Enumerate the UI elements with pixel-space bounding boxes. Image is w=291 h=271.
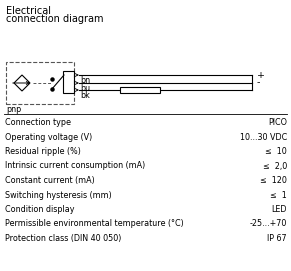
- Bar: [6, 62, 74, 104]
- Text: Operating voltage (V): Operating voltage (V): [5, 133, 92, 141]
- Text: -25...+70: -25...+70: [250, 220, 287, 228]
- Text: Residual ripple (%): Residual ripple (%): [5, 147, 81, 156]
- Text: Protection class (DIN 40 050): Protection class (DIN 40 050): [5, 234, 121, 243]
- Bar: [63, 71, 74, 93]
- Text: Connection type: Connection type: [5, 118, 71, 127]
- Bar: [120, 87, 160, 93]
- Text: +: +: [257, 70, 265, 79]
- Text: pnp: pnp: [6, 105, 21, 114]
- Text: Permissible environmental temperature (°C): Permissible environmental temperature (°…: [5, 220, 184, 228]
- Text: ≤  10: ≤ 10: [265, 147, 287, 156]
- Text: Constant current (mA): Constant current (mA): [5, 176, 95, 185]
- Text: bn: bn: [80, 76, 90, 85]
- Text: Electrical: Electrical: [6, 6, 51, 16]
- Text: bk: bk: [80, 91, 90, 100]
- Text: ≤  1: ≤ 1: [270, 191, 287, 199]
- Text: PICO: PICO: [268, 118, 287, 127]
- Text: 10...30 VDC: 10...30 VDC: [240, 133, 287, 141]
- Text: -: -: [257, 79, 260, 88]
- Text: Intrinsic current consumption (mA): Intrinsic current consumption (mA): [5, 162, 145, 170]
- Text: connection diagram: connection diagram: [6, 14, 104, 24]
- Text: bu: bu: [80, 84, 90, 93]
- Text: Switching hysteresis (mm): Switching hysteresis (mm): [5, 191, 112, 199]
- Text: IP 67: IP 67: [267, 234, 287, 243]
- Text: ≤  2,0: ≤ 2,0: [263, 162, 287, 170]
- Text: Condition display: Condition display: [5, 205, 74, 214]
- Text: ≤  120: ≤ 120: [260, 176, 287, 185]
- Text: LED: LED: [272, 205, 287, 214]
